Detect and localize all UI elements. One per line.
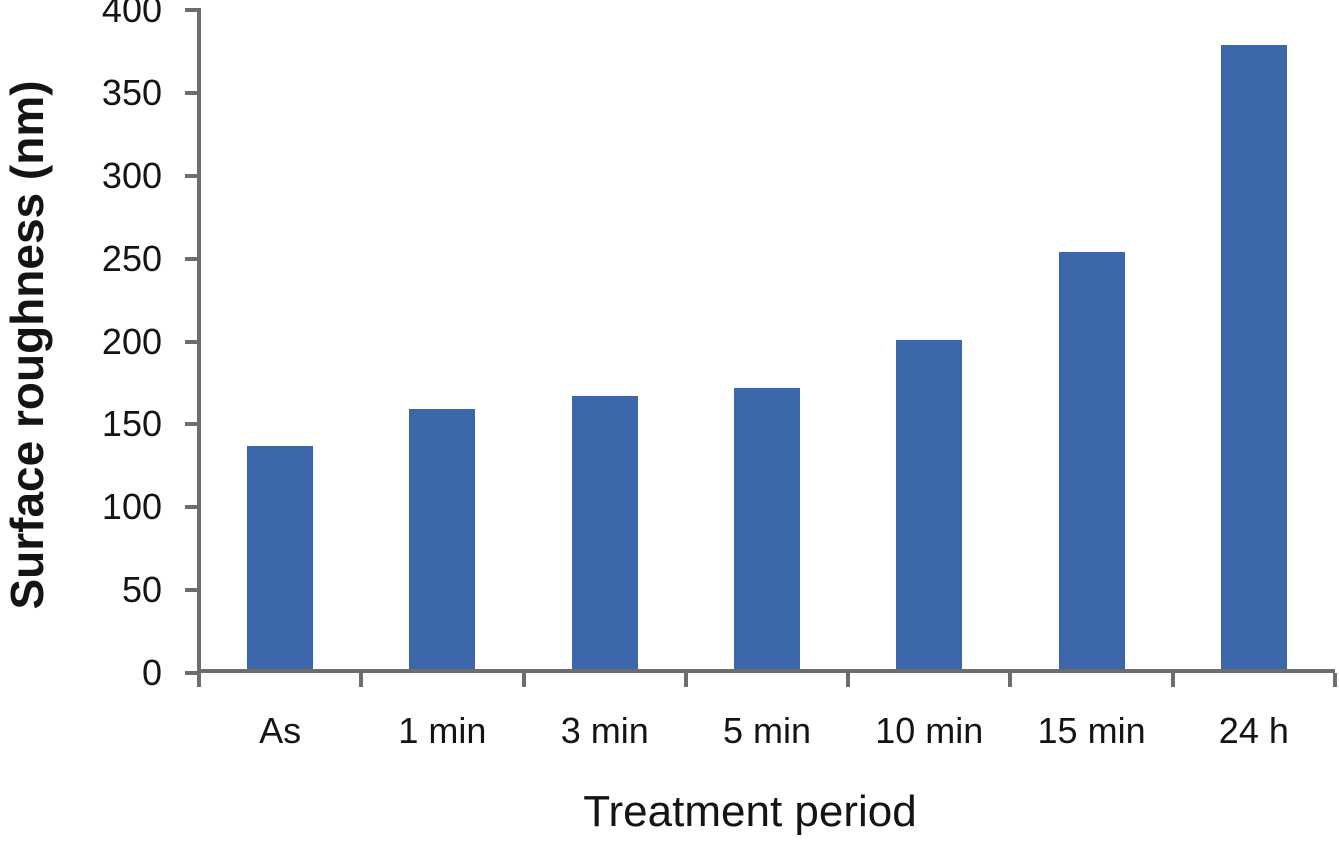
y-axis-tick [185, 505, 199, 510]
y-axis-tick [185, 8, 199, 12]
x-axis-tick-label: 5 min [722, 710, 811, 751]
y-axis-tick-label: 250 [101, 237, 162, 279]
x-axis-tick-label: 24 h [1218, 710, 1289, 751]
plot-area [197, 8, 1335, 673]
x-axis-tick [1170, 673, 1175, 687]
y-axis-tick-label: 300 [101, 154, 162, 196]
bar-3-min [571, 396, 638, 669]
bar-10-min [896, 339, 963, 669]
x-axis-tick [846, 673, 851, 687]
y-axis-tick [185, 671, 199, 675]
y-axis-tick-label: 0 [141, 652, 162, 693]
y-axis-tick-label: 100 [101, 486, 162, 528]
bar-as [247, 445, 314, 669]
bar-24-h [1220, 44, 1287, 669]
y-axis-tick [185, 256, 199, 261]
x-axis-tick [197, 673, 201, 687]
y-axis-tick-label: 150 [101, 403, 162, 445]
x-axis-tick-label: 10 min [875, 710, 984, 751]
x-axis-tick [1333, 673, 1337, 687]
x-axis-tick [521, 673, 526, 687]
y-axis-tick [185, 173, 199, 178]
x-axis-tick-label: As [259, 710, 302, 751]
x-axis-tick-label: 15 min [1037, 710, 1146, 751]
x-axis-tick [359, 673, 364, 687]
x-axis-tick [683, 673, 688, 687]
y-axis-tick [185, 588, 199, 593]
y-axis-tick [185, 90, 199, 95]
x-axis-tick-label: 1 min [398, 710, 487, 751]
y-axis-tick [185, 422, 199, 427]
x-axis-tick-label: 3 min [560, 710, 649, 751]
y-axis-tick-label: 400 [101, 0, 162, 30]
x-axis-tick [1008, 673, 1013, 687]
bar-1-min [409, 409, 476, 669]
y-axis-tick-label: 350 [101, 71, 162, 113]
y-axis-tick-label: 50 [121, 569, 162, 611]
x-axis-title: Treatment period [583, 787, 917, 836]
y-axis-tick-label: 200 [101, 320, 162, 362]
bar-5-min [734, 387, 800, 669]
bar-15-min [1058, 251, 1125, 669]
y-axis-tick [185, 339, 199, 344]
